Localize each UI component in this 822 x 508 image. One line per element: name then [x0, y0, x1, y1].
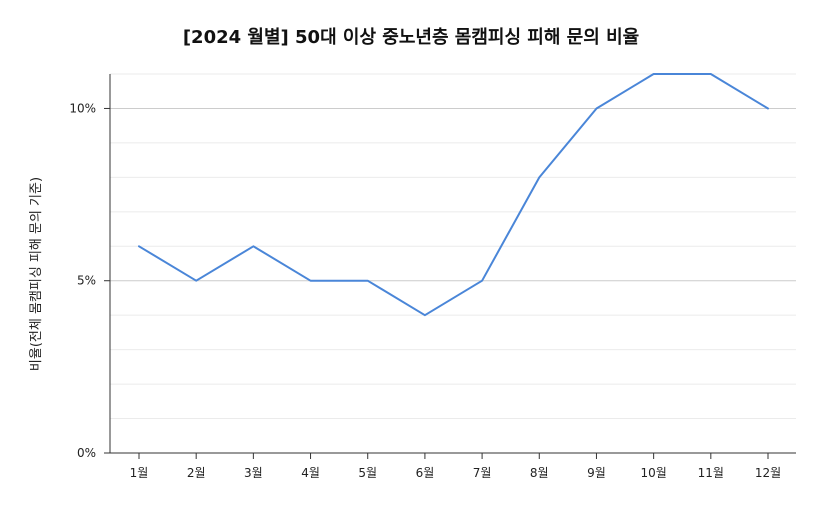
x-tick-label: 8월 [530, 466, 549, 480]
axes [109, 74, 796, 454]
x-tick-label: 3월 [244, 466, 263, 480]
x-tick-label: 2월 [187, 466, 206, 480]
x-axis-ticks: 1월 2월 3월 4월 5월 6월 7월 8월 9월 10월 11월 12월 [130, 453, 781, 480]
major-gridlines [110, 107, 796, 282]
x-tick-label: 1월 [130, 466, 149, 480]
x-tick-label: 4월 [301, 466, 320, 480]
x-tick-label: 6월 [416, 466, 435, 480]
x-tick-label: 12월 [755, 466, 781, 480]
series-line [138, 73, 769, 317]
chart-title: [2024 월별] 50대 이상 중노년층 몸캠피싱 피해 문의 비율 [183, 27, 639, 48]
x-tick-label: 9월 [587, 466, 606, 480]
series-group [138, 73, 769, 317]
x-tick-label: 11월 [698, 466, 724, 480]
y-axis-label: 비율(전체 몸캠피싱 피해 문의 기준) [29, 177, 44, 371]
y-tick-label: 0% [77, 446, 96, 460]
y-tick-label: 10% [69, 101, 96, 115]
x-tick-label: 5월 [358, 466, 377, 480]
y-tick-label: 5% [77, 274, 96, 288]
minor-gridlines [110, 73, 796, 420]
x-tick-label: 10월 [640, 466, 666, 480]
y-axis-ticks: 0% 5% 10% [69, 101, 110, 460]
x-tick-label: 7월 [473, 466, 492, 480]
